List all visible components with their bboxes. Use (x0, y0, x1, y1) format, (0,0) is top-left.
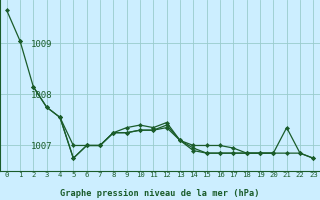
Text: Graphe pression niveau de la mer (hPa): Graphe pression niveau de la mer (hPa) (60, 189, 260, 198)
